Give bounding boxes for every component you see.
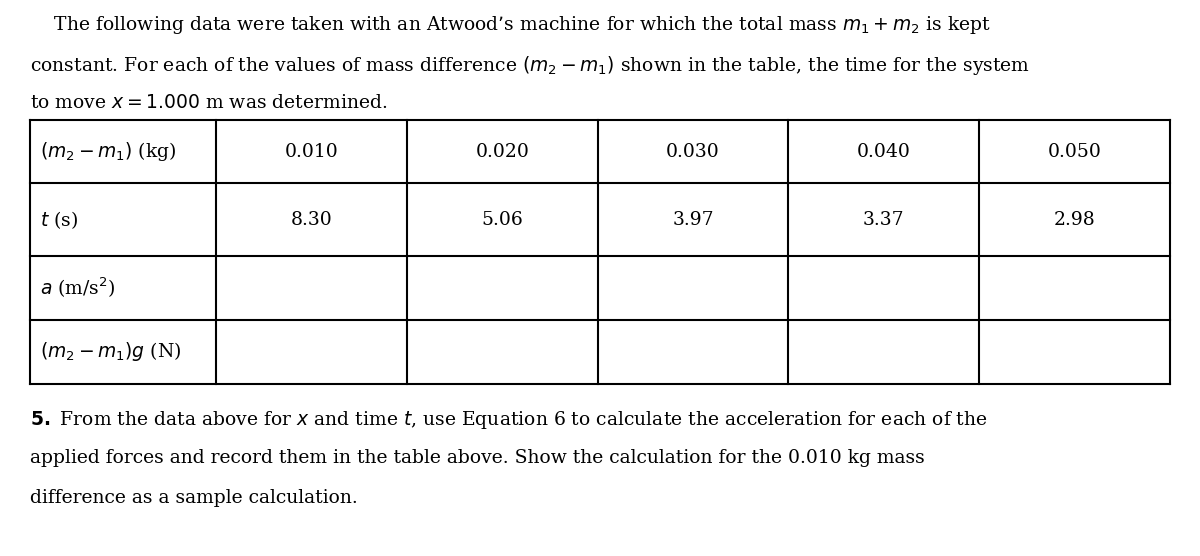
Text: $(m_2 - m_1)g$ (N): $(m_2 - m_1)g$ (N) — [40, 340, 181, 363]
Text: difference as a sample calculation.: difference as a sample calculation. — [30, 489, 358, 507]
Text: 8.30: 8.30 — [290, 211, 332, 229]
Text: 3.97: 3.97 — [672, 211, 714, 229]
Text: 5.06: 5.06 — [481, 211, 523, 229]
Text: 0.030: 0.030 — [666, 142, 720, 161]
Text: $a$ (m/s$^2$): $a$ (m/s$^2$) — [40, 276, 115, 300]
Text: The following data were taken with an Atwood’s machine for which the total mass : The following data were taken with an At… — [30, 14, 991, 36]
Text: $(m_2 - m_1)$ (kg): $(m_2 - m_1)$ (kg) — [40, 140, 176, 163]
Text: to move $x = 1.000$ m was determined.: to move $x = 1.000$ m was determined. — [30, 94, 388, 112]
Text: 0.040: 0.040 — [857, 142, 911, 161]
Text: $t$ (s): $t$ (s) — [40, 208, 78, 231]
Text: 2.98: 2.98 — [1054, 211, 1096, 229]
Text: $\mathbf{5.}$ From the data above for $x$ and time $t$, use Equation 6 to calcul: $\mathbf{5.}$ From the data above for $x… — [30, 409, 988, 431]
Text: 3.37: 3.37 — [863, 211, 905, 229]
Text: applied forces and record them in the table above. Show the calculation for the : applied forces and record them in the ta… — [30, 449, 925, 466]
Text: 0.010: 0.010 — [284, 142, 338, 161]
Text: constant. For each of the values of mass difference $(m_2 - m_1)$ shown in the t: constant. For each of the values of mass… — [30, 54, 1030, 77]
Text: 0.020: 0.020 — [475, 142, 529, 161]
Text: 0.050: 0.050 — [1048, 142, 1102, 161]
